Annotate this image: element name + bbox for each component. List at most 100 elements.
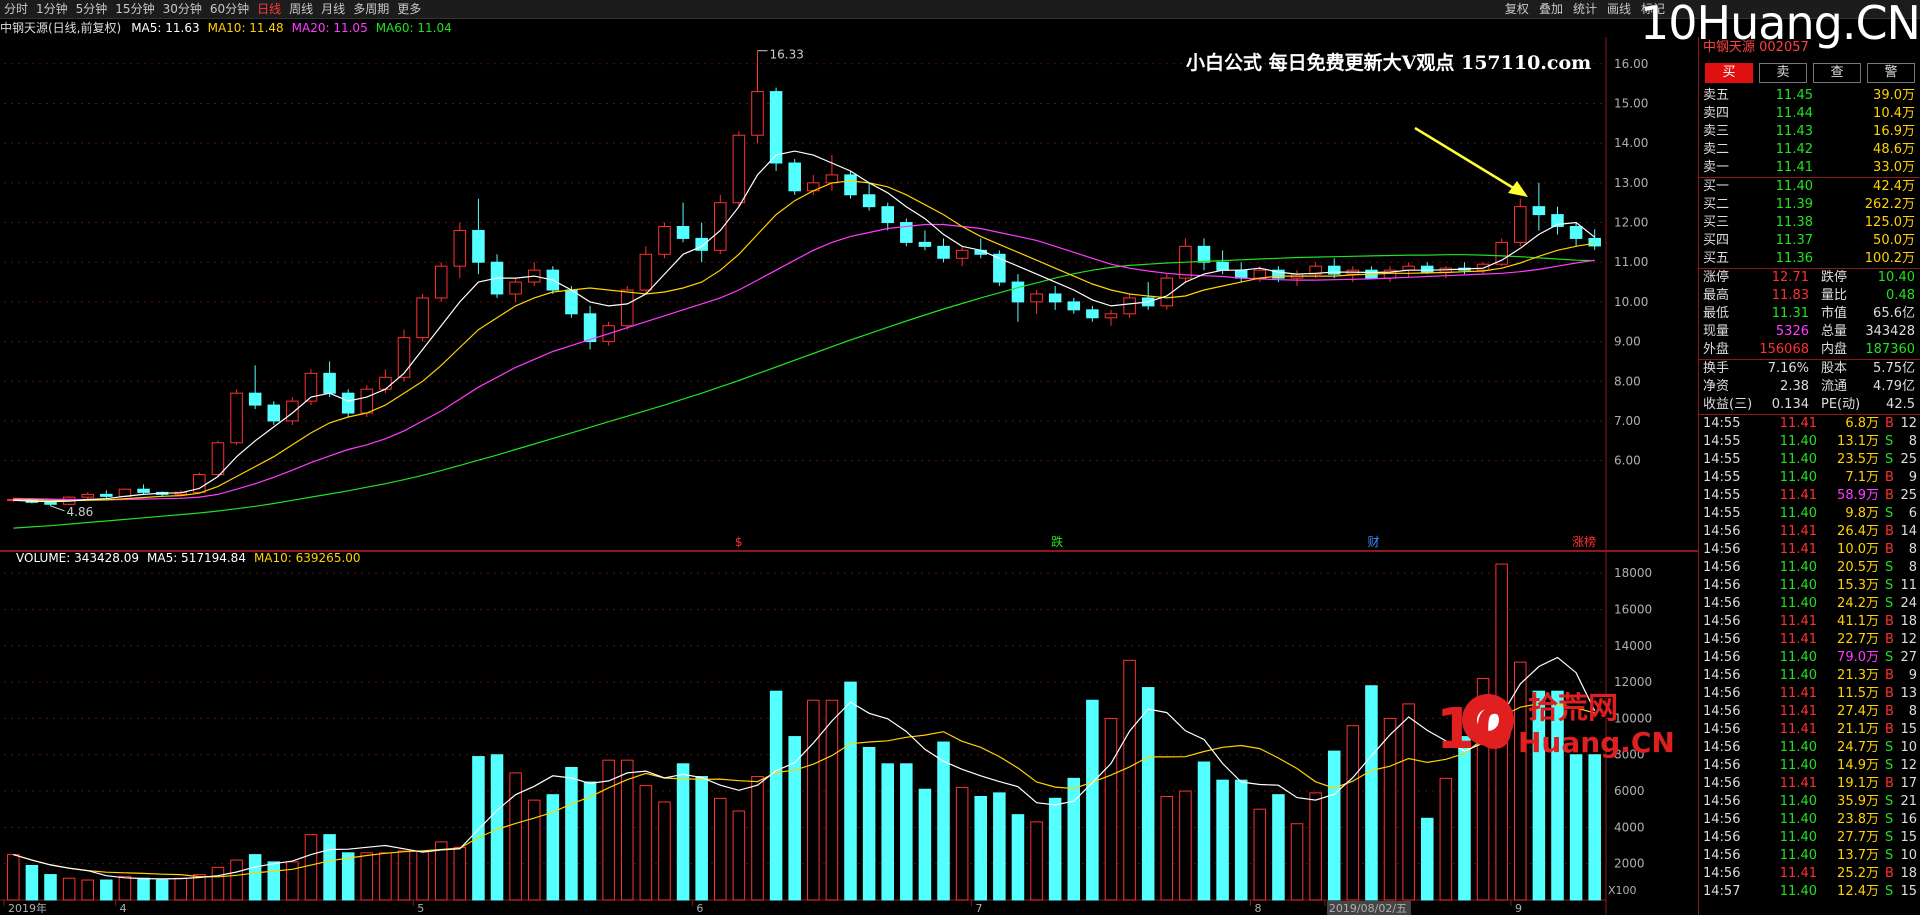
candle-body: [1067, 301, 1081, 311]
tool-button-4[interactable]: 标记: [1640, 2, 1665, 16]
stat-row: 最低 11.31 市值 65.6亿: [1699, 305, 1920, 323]
volume-bar: [453, 846, 467, 901]
tick-row[interactable]: 14:56 11.40 27.7万 S 15: [1699, 829, 1920, 847]
tab-timeframe-3[interactable]: 15分钟: [115, 2, 155, 16]
tick-row[interactable]: 14:56 11.40 24.2万 S 24: [1699, 595, 1920, 613]
tab-timeframe-9[interactable]: 多周期: [353, 2, 390, 16]
tab-timeframe-4[interactable]: 30分钟: [162, 2, 202, 16]
volume-bar: [1086, 699, 1099, 901]
order-book-row[interactable]: 买一 11.40 42.4万: [1699, 178, 1920, 196]
tab-timeframe-2[interactable]: 5分钟: [75, 2, 108, 16]
tick-side: S: [1885, 812, 1894, 827]
tick-side: S: [1885, 452, 1894, 467]
volume-bar: [304, 834, 318, 901]
volume-bar: [807, 699, 820, 901]
tick-row[interactable]: 14:56 11.40 13.7万 S 10: [1699, 847, 1920, 865]
kline-chart[interactable]: 16.00 15.00 14.00 13.00 12.00 11.00 10.00 9.00 8…: [0, 0, 1698, 915]
tick-time: 14:55: [1703, 452, 1741, 467]
tick-list[interactable]: 14:55 11.41 6.8万 B 12 14:55 11.40 13.1万 S 8 14:55 1…: [1699, 415, 1920, 901]
tick-row[interactable]: 14:56 11.41 21.1万 B 15: [1699, 721, 1920, 739]
tool-button-0[interactable]: 复权: [1504, 2, 1529, 16]
stat-label: 换手: [1703, 361, 1730, 376]
price-tick-label: 13.00: [1614, 176, 1648, 190]
volume-bar: [937, 741, 950, 901]
tab-timeframe-0[interactable]: 分时: [4, 2, 29, 16]
tab-timeframe-1[interactable]: 1分钟: [36, 2, 68, 16]
tool-button-3[interactable]: 画线: [1606, 2, 1631, 16]
trade-button-2[interactable]: 查: [1813, 63, 1861, 83]
candle-body: [1476, 263, 1490, 271]
candle-body: [230, 392, 243, 444]
tab-timeframe-8[interactable]: 月线: [321, 2, 346, 16]
level-price: 11.36: [1775, 251, 1813, 266]
tick-row[interactable]: 14:56 11.41 11.5万 B 13: [1699, 685, 1920, 703]
candle-body: [472, 229, 485, 263]
stat-value: 156068: [1759, 342, 1809, 357]
tool-button-1[interactable]: 叠加: [1538, 2, 1563, 16]
order-book-row[interactable]: 买四 11.37 50.0万: [1699, 232, 1920, 250]
event-marker: $: [735, 535, 743, 549]
order-book-row[interactable]: 买三 11.38 125.0万: [1699, 214, 1920, 232]
tick-side: S: [1885, 884, 1894, 899]
tab-timeframe-6[interactable]: 日线: [257, 2, 282, 16]
tick-row[interactable]: 14:55 11.40 23.5万 S 25: [1699, 451, 1920, 469]
tick-row[interactable]: 14:56 11.40 79.0万 S 27: [1699, 649, 1920, 667]
tick-row[interactable]: 14:56 11.41 41.1万 B 18: [1699, 613, 1920, 631]
stat-value: 11.83: [1771, 288, 1809, 303]
volume-bar: [44, 874, 57, 901]
tick-row[interactable]: 14:56 11.40 14.9万 S 12: [1699, 757, 1920, 775]
trade-button-1[interactable]: 卖: [1759, 63, 1807, 83]
order-book-row[interactable]: 买二 11.39 262.2万: [1699, 196, 1920, 214]
stat-value: 187360: [1865, 342, 1915, 357]
volume-ma5-line: [13, 656, 1596, 880]
trade-button-3[interactable]: 警: [1867, 63, 1915, 83]
order-book-row[interactable]: 卖五 11.45 39.0万: [1699, 87, 1920, 105]
tick-row[interactable]: 14:57 11.40 12.4万 S 15: [1699, 883, 1920, 901]
candle-body: [769, 91, 783, 164]
tick-row[interactable]: 14:55 11.40 7.1万 B 9: [1699, 469, 1920, 487]
level-price: 11.38: [1775, 215, 1813, 230]
tick-volume: 15.3万: [1837, 578, 1879, 593]
tick-row[interactable]: 14:56 11.41 26.4万 B 14: [1699, 523, 1920, 541]
tick-row[interactable]: 14:56 11.40 21.3万 B 9: [1699, 667, 1920, 685]
tick-volume: 9.8万: [1845, 506, 1879, 521]
tick-row[interactable]: 14:55 11.40 9.8万 S 6: [1699, 505, 1920, 523]
candle-body: [565, 289, 578, 315]
tick-row[interactable]: 14:56 11.41 10.0万 B 8: [1699, 541, 1920, 559]
volume-bar: [1141, 687, 1155, 901]
candle-body: [1104, 313, 1118, 319]
tick-row[interactable]: 14:55 11.41 58.9万 B 25: [1699, 487, 1920, 505]
volume-bar: [1067, 777, 1081, 901]
tick-price: 11.40: [1779, 668, 1817, 683]
tick-row[interactable]: 14:55 11.41 6.8万 B 12: [1699, 415, 1920, 433]
stat-label: 最高: [1703, 288, 1730, 303]
order-book-row[interactable]: 卖一 11.41 33.0万: [1699, 159, 1920, 177]
tick-row[interactable]: 14:56 11.40 20.5万 S 8: [1699, 559, 1920, 577]
tick-row[interactable]: 14:56 11.40 35.9万 S 21: [1699, 793, 1920, 811]
order-book-row[interactable]: 卖四 11.44 10.4万: [1699, 105, 1920, 123]
tick-row[interactable]: 14:56 11.41 25.2万 B 18: [1699, 865, 1920, 883]
level-label: 卖一: [1703, 160, 1730, 175]
volume-bar: [844, 681, 857, 901]
order-book-row[interactable]: 卖三 11.43 16.9万: [1699, 123, 1920, 141]
tick-row[interactable]: 14:56 11.40 24.7万 S 10: [1699, 739, 1920, 757]
tick-row[interactable]: 14:56 11.41 27.4万 B 8: [1699, 703, 1920, 721]
tab-timeframe-7[interactable]: 周线: [289, 2, 314, 16]
sell-book: 卖五 11.45 39.0万 卖四 11.44 10.4万 卖三 11.43 16.9万 卖二 11…: [1699, 87, 1920, 177]
tool-button-2[interactable]: 统计: [1572, 2, 1597, 16]
tick-row[interactable]: 14:55 11.40 13.1万 S 8: [1699, 433, 1920, 451]
level-volume: 42.4万: [1873, 179, 1915, 194]
price-tick-label: 6.00: [1614, 454, 1641, 468]
tab-timeframe-5[interactable]: 60分钟: [209, 2, 250, 16]
tab-timeframe-10[interactable]: 更多: [397, 2, 422, 16]
trade-button-0[interactable]: 买: [1705, 63, 1753, 83]
tick-row[interactable]: 14:56 11.40 15.3万 S 11: [1699, 577, 1920, 595]
candle-body: [286, 400, 299, 422]
order-book-row[interactable]: 卖二 11.42 48.6万: [1699, 141, 1920, 159]
tick-row[interactable]: 14:56 11.40 23.8万 S 16: [1699, 811, 1920, 829]
tick-row[interactable]: 14:56 11.41 22.7万 B 12: [1699, 631, 1920, 649]
tick-side: S: [1885, 560, 1894, 575]
order-book-row[interactable]: 买五 11.36 100.2万: [1699, 250, 1920, 268]
tick-row[interactable]: 14:56 11.41 19.1万 B 17: [1699, 775, 1920, 793]
tick-time: 14:56: [1703, 596, 1741, 611]
